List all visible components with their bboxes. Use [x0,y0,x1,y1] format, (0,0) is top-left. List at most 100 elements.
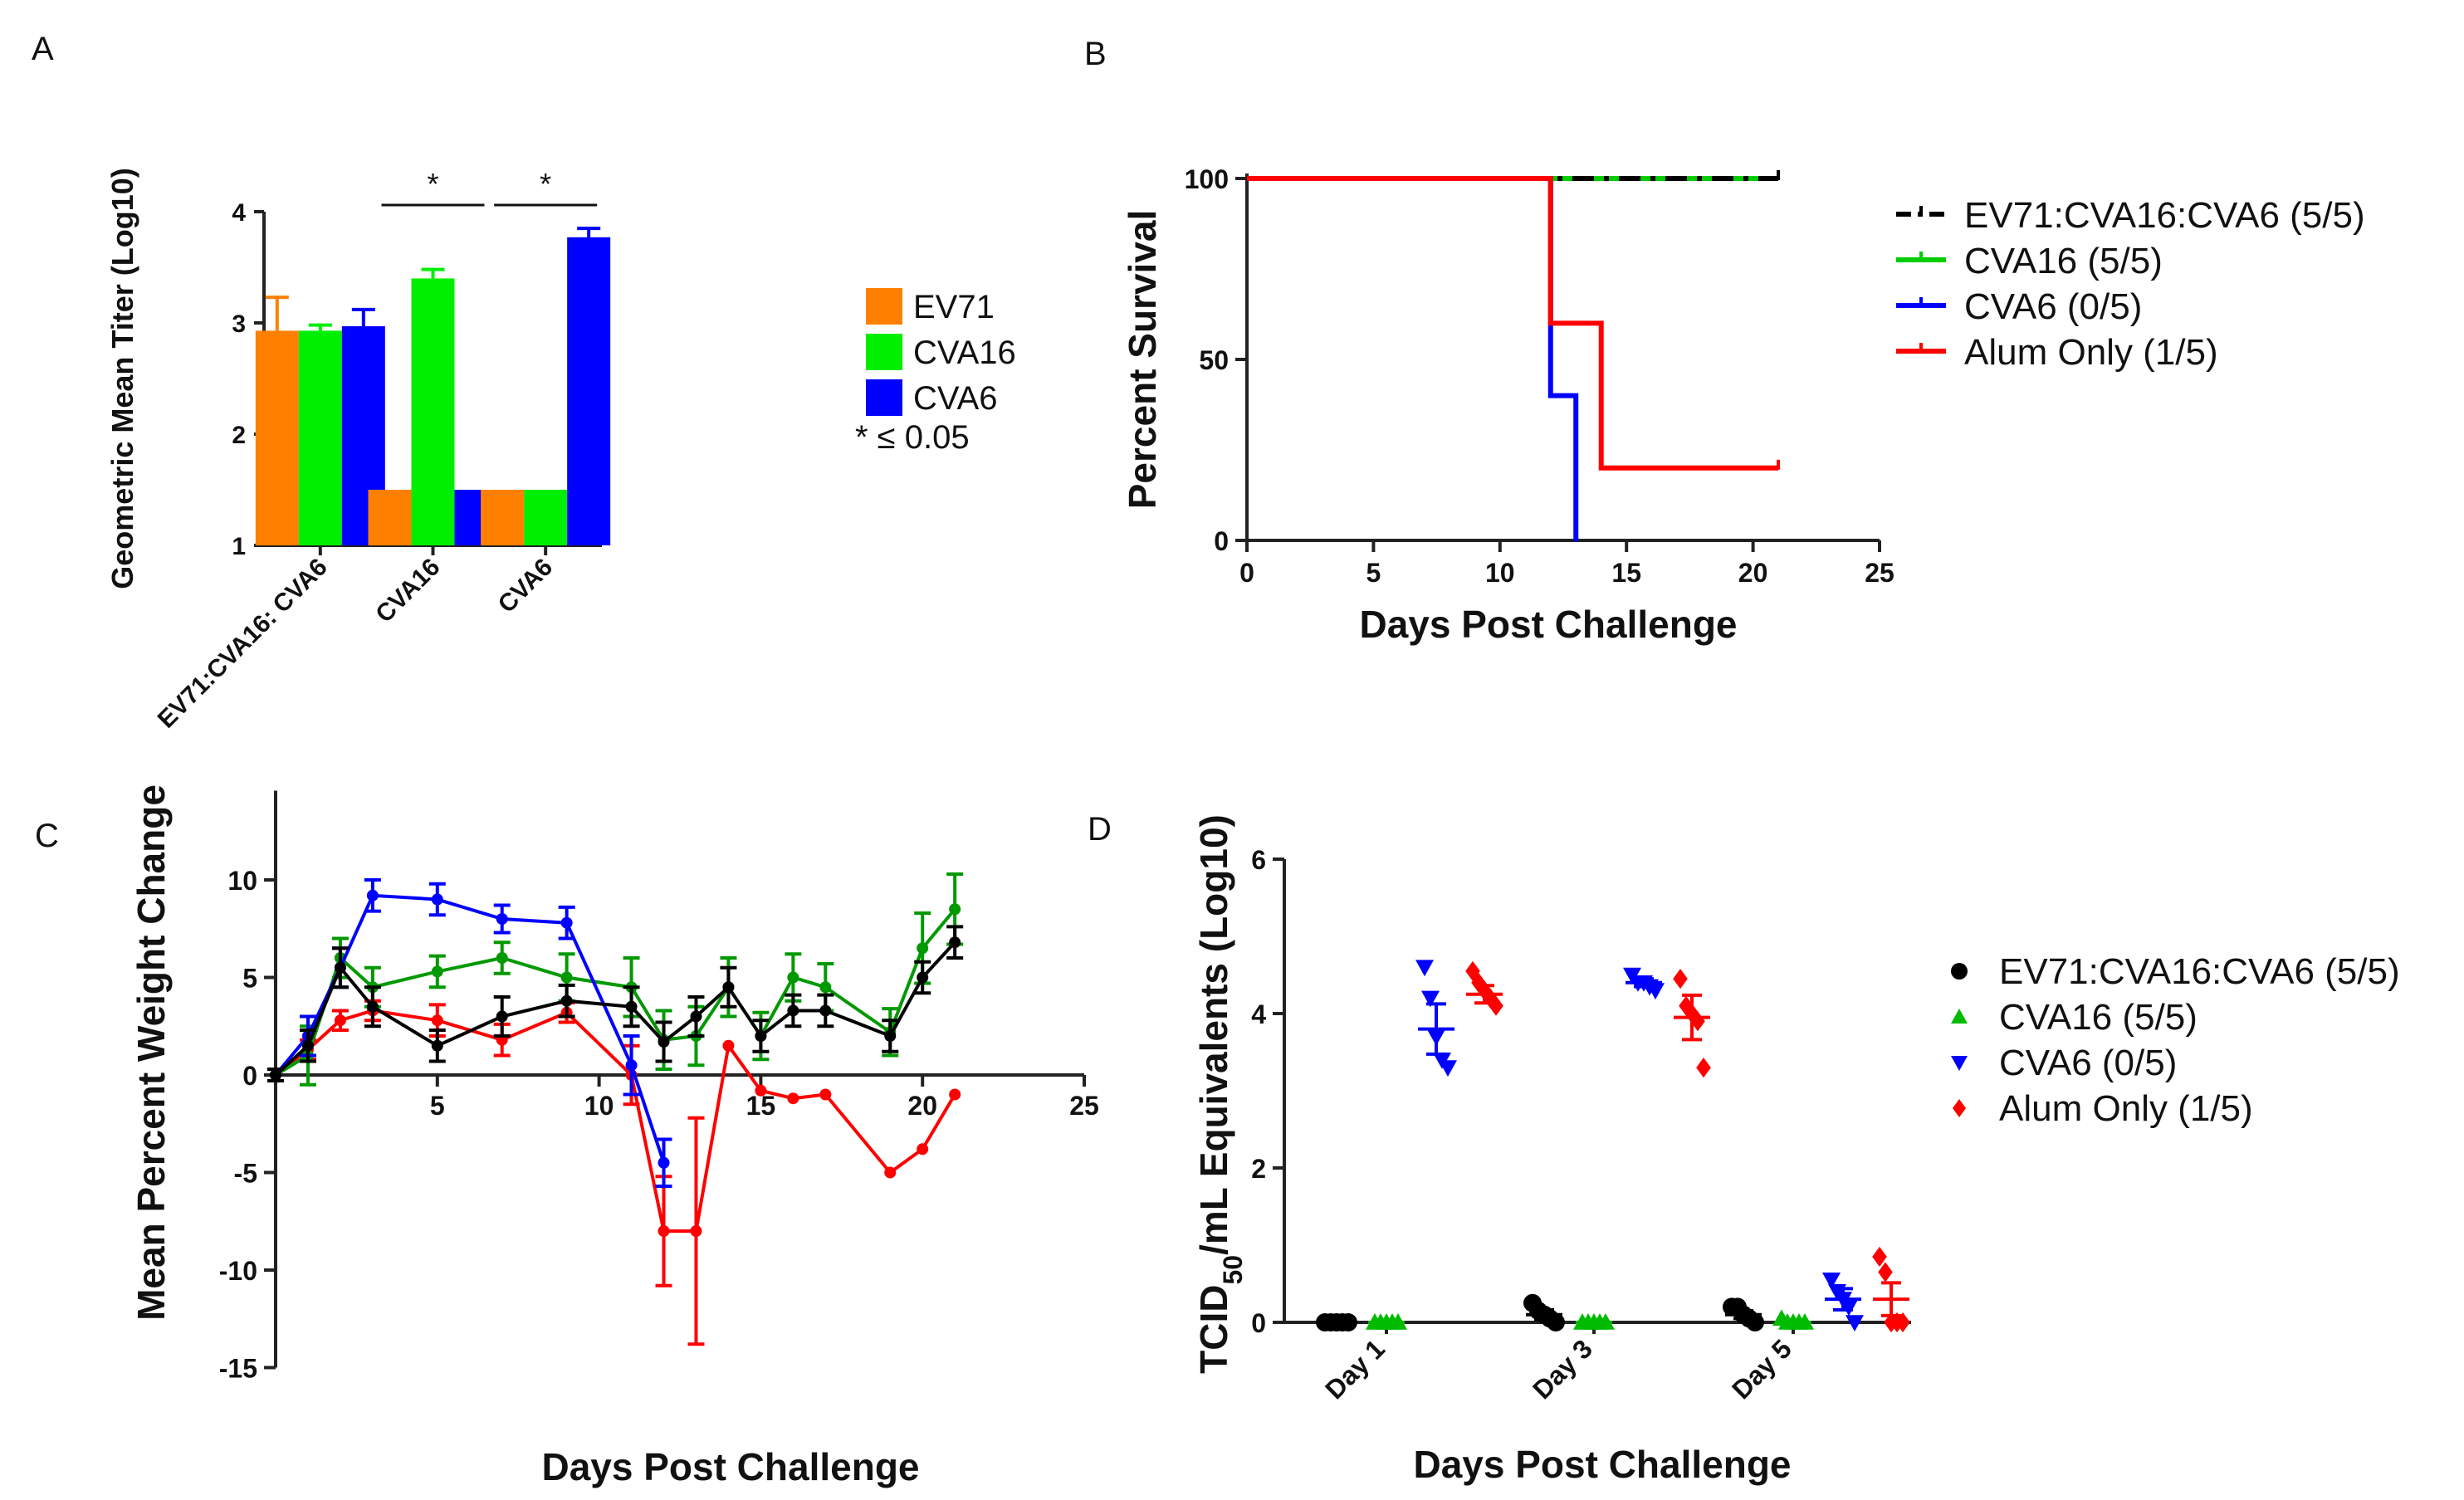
point-ev71-cva16-cva6 [690,1010,702,1023]
bar-cva16-cva16 [411,278,455,545]
point-alum-only-1-5 [1895,1312,1910,1333]
point-alum-only [787,1092,799,1105]
panel-a-bar-chart: 1 2 3 4 EV71:CVA16: CVA6 CVA16 * CVA6 * Geometric… [105,167,1016,734]
point-ev71-cva16-cva6 [496,1010,508,1023]
y-tick-label: 10 [227,866,257,896]
series-ev71-cva16-cva6 [267,925,964,1083]
point-ev71-cva16-cva6 [949,936,961,949]
x-tick-label: Day 3 [1527,1333,1598,1405]
point-ev71-cva16-cva6 [917,971,929,984]
legend-label-cva6: CVA6 [913,380,998,417]
y-tick-label: 4 [232,199,246,227]
point-ev71-cva16-cva6 [819,1004,832,1017]
bar-ev71-cva6 [481,490,525,545]
bar-cva6-cva6 [567,237,611,545]
series-alum-only [267,999,961,1346]
point-cva16 [431,965,443,978]
legend-label-cva16-5-5: CVA16 (5/5) [1964,241,2163,281]
y-tick-label: 1 [232,533,246,560]
point-cva16 [496,952,508,964]
point-cva6 [431,893,443,906]
point-alum-only [722,1039,735,1052]
x-tick-label: 20 [907,1091,937,1121]
legend-swatch-cva16 [866,334,902,370]
y-tick-label: 0 [1251,1308,1266,1338]
y-tick-label: -15 [219,1354,257,1384]
point-alum-only [755,1084,767,1097]
y-tick-label: 6 [1251,845,1266,875]
legend-swatch-ev71 [866,288,902,325]
point-cva16 [819,981,832,994]
legend-label-cva16: CVA16 [913,335,1016,371]
point-ev71-cva16-cva6 [560,994,573,1007]
legend-label-cva16-5-5: CVA16 (5/5) [1999,997,2198,1038]
legend-marker-alum-only-1-5 [1953,1099,1966,1117]
legend-swatch-cva6 [866,379,902,416]
line-alum-only [274,1009,956,1233]
significance-note: * ≤ 0.05 [855,419,970,456]
x-tick-label: CVA6 [493,554,558,618]
point-ev71-cva16-cva6 [658,1036,670,1048]
legend-marker-cva16-5-5 [1951,1009,1968,1024]
y-tick-label: -5 [234,1159,257,1189]
point-cva6-0-5 [1415,960,1434,977]
point-ev71-cva16-cva6 [884,1030,897,1042]
point-alum-only [949,1088,961,1101]
bar-cva16-cva6 [524,490,568,545]
panel-b-survival-chart: 0 5 10 15 20 25 0 50 100 Days Post Challenge Perce… [1121,164,2365,646]
point-cva6 [496,913,508,925]
point-alum-only-1-5 [1878,1262,1893,1283]
panel-letter-a: A [32,31,54,67]
legend-label-cva6-0-5: CVA6 (0/5) [1964,286,2142,327]
x-axis-title: Days Post Challenge [541,1445,919,1488]
point-cva16 [560,971,573,984]
point-cva6 [625,1059,638,1072]
point-cva6 [560,916,573,929]
point-alum-only [884,1166,897,1179]
point-ev71-cva16-cva6 [722,981,735,994]
point-ev71-cva16-cva6 [431,1039,443,1052]
line-cva6-0-5 [1247,176,1579,540]
y-tick-label: 100 [1185,164,1229,194]
panel-d-scatter-chart: 0 2 4 6 Day 1 Day 3 Day 5 Days Post Challenge TC… [1192,814,2400,1486]
point-alum-only-1-5 [1872,1246,1887,1268]
point-ev71-cva16-cva6 [625,1000,638,1013]
x-tick-label: Day 1 [1319,1333,1391,1405]
point-alum-only [917,1143,929,1156]
legend-marker-cva6-0-5 [1951,1056,1968,1071]
line-cva16 [274,907,956,1077]
x-tick-label: 10 [1485,558,1515,588]
point-alum-only-1-5 [1673,969,1688,989]
legend-marker-ev71-cva16-cva6-5-5 [1951,963,1968,980]
significance-star: * [540,167,551,201]
y-tick-label: 5 [242,964,257,994]
point-alum-only [431,1014,443,1027]
y-axis-title: Percent Survival [1121,210,1164,510]
line-alum-only-1-5 [1247,176,1779,471]
panel-letter-d: D [1088,811,1112,848]
y-tick-label: 0 [242,1061,257,1091]
significance-star: * [427,167,438,201]
point-ev71-cva16-cva6-5-5 [1547,1313,1565,1331]
point-cva16 [917,942,929,955]
panel-letter-c: C [35,818,59,854]
point-ev71-cva16-cva6 [301,1039,314,1052]
legend-label-alum-only-1-5: Alum Only (1/5) [1999,1088,2253,1129]
legend-label-ev71-cva16-cva6-5-5: EV71:CVA16:CVA6 (5/5) [1999,951,2400,992]
y-tick-label: 2 [232,422,246,449]
y-axis-title: Mean Percent Weight Change [130,784,173,1321]
y-tick-label: 50 [1199,345,1229,375]
point-alum-only [658,1225,670,1237]
legend-label-alum-only-1-5: Alum Only (1/5) [1964,332,2218,373]
x-axis-title: Days Post Challenge [1413,1443,1791,1486]
point-cva6-0-5 [1846,1315,1864,1331]
point-alum-only-1-5 [1489,995,1503,1016]
x-tick-label: Day 5 [1726,1333,1797,1405]
y-axis-title: TCID50/mL Equivalents (Log10) [1192,814,1248,1374]
x-tick-label: 20 [1738,558,1768,588]
panel-letter-b: B [1084,36,1107,72]
point-cva6-0-5 [1421,990,1440,1008]
point-ev71-cva16-cva6 [334,961,346,974]
x-tick-label: 5 [1366,558,1381,588]
